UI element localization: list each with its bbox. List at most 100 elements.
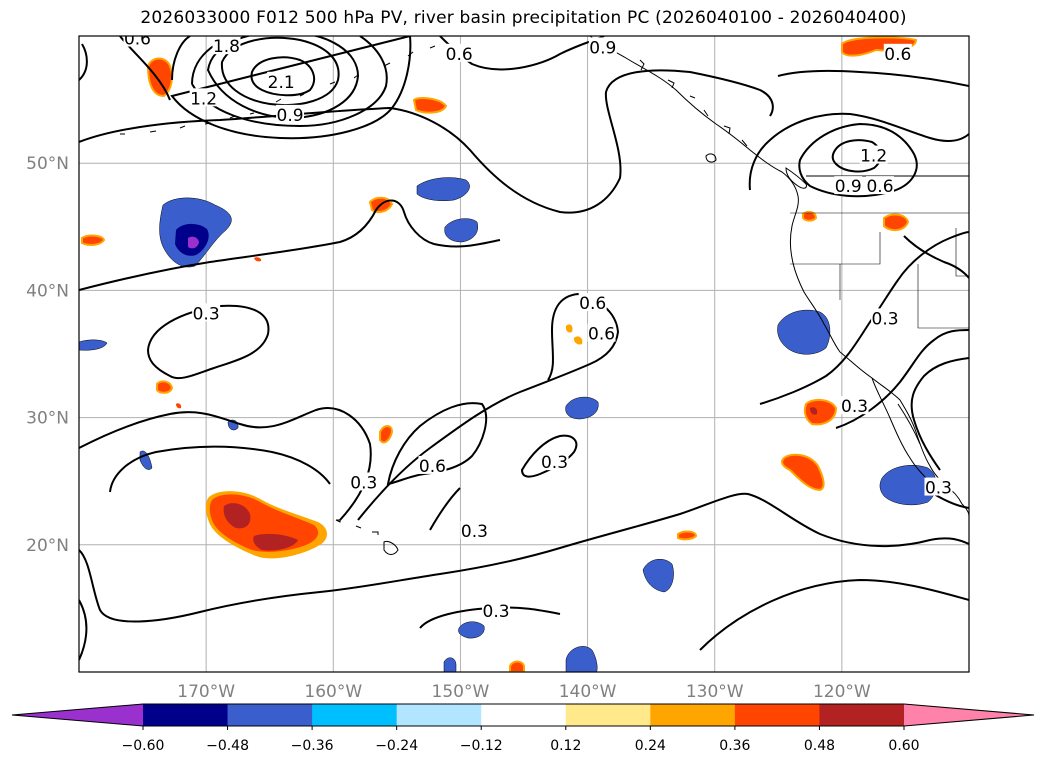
coastlines [120, 36, 969, 555]
contour-label-bg [212, 36, 241, 55]
contour-label: 0.6 [419, 457, 446, 477]
colorbar-tick-label: −0.60 [122, 738, 165, 754]
colorbar-segment [396, 704, 482, 726]
colorbar-tick-label: −0.12 [460, 738, 503, 754]
lon-tick-label: 140°W [559, 682, 617, 702]
contour-label: 1.2 [860, 147, 887, 167]
lat-tick-label: 50°N [26, 154, 69, 174]
colorbar-segment [312, 704, 398, 726]
precip-positive-blob [254, 257, 262, 262]
contour-label: 0.3 [350, 473, 377, 493]
pv-contour-0.3-south2 [79, 492, 969, 623]
pv-contour-0.3-west [79, 199, 501, 291]
colorbar-segment [227, 704, 313, 726]
map-frame [78, 35, 970, 673]
contour-label-bg [578, 293, 607, 312]
pv-contour-0.3-ne [777, 69, 969, 87]
contour-label-bg [460, 520, 489, 539]
contour-label: 0.3 [483, 602, 510, 622]
contour-label-bg [418, 455, 447, 474]
map-title: 2026033000 F012 500 hPa PV, river basin … [140, 8, 907, 28]
precip-positive-blob [412, 97, 448, 114]
precip-negative-blob [458, 621, 485, 639]
contour-label-bg [123, 36, 152, 47]
contour-label: 0.3 [841, 397, 868, 417]
contour-label-bg [866, 176, 894, 195]
colorbar-tick-label: −0.24 [375, 738, 418, 754]
map-axes: 170°W 160°W 150°W 140°W 130°W 120°W 50°N 40°N 30… [26, 154, 871, 702]
contour-label: 0.9 [589, 38, 616, 58]
colorbar-extend-high [904, 704, 1034, 726]
alaska-islands [639, 59, 748, 147]
contour-label-bg [924, 477, 953, 496]
precip-positive-core [253, 533, 298, 551]
precip-positive-blob [565, 324, 573, 333]
contour-label: 0.6 [446, 45, 473, 65]
lon-tick-label: 170°W [177, 682, 235, 702]
precip-negative-blob [642, 558, 674, 593]
colorbar-tick-label: −0.48 [206, 738, 249, 754]
contour-label: 0.3 [193, 304, 220, 324]
contour-label: 0.3 [541, 453, 568, 473]
contour-label: 1.8 [213, 37, 240, 57]
contour-label: 0.9 [835, 177, 862, 197]
pv-contour-0.3-center [357, 292, 620, 521]
lon-tick-label: 120°W [813, 682, 871, 702]
precip-negative-blob [443, 657, 457, 672]
colorbar-tick-label: 0.48 [804, 738, 835, 754]
precip-negative-peak [188, 236, 199, 249]
colorbar-segment [650, 704, 736, 726]
contour-label-bg [482, 600, 511, 619]
north-america-coast [589, 36, 969, 517]
colorbar-segment [734, 704, 820, 726]
precip-positive-blob [509, 660, 525, 672]
lat-tick-label: 20°N [26, 536, 69, 556]
precip-positive-blob [81, 234, 106, 246]
pv-contour-0.3-east [759, 231, 969, 405]
contour-label: 2.1 [268, 73, 295, 93]
precip-positive-blob [156, 380, 174, 394]
precip-negative-blob [565, 396, 599, 420]
lat-tick-label: 30°N [26, 409, 69, 429]
pv-contour-1.8 [220, 36, 340, 106]
contour-labels: 0.6 1.82.11.20.90.6 0.9 0.61.20.9 0.60.30.60… [123, 36, 953, 622]
contour-label-bg [859, 145, 888, 164]
colorbar-segment [143, 704, 229, 726]
contour-label-bg [588, 37, 617, 56]
colorbar-extend-low [12, 704, 143, 726]
state-line [790, 212, 969, 329]
contour-label-bg [189, 88, 218, 107]
lon-tick-label: 150°W [432, 682, 490, 702]
baja-california [871, 377, 933, 485]
contour-label: 0.6 [579, 294, 606, 314]
pv-contour-0.9-east [798, 122, 918, 198]
precip-positive-blob [379, 425, 394, 444]
contour-label-bg [840, 396, 869, 415]
contour-label-bg [587, 323, 616, 342]
contour-label-bg [192, 303, 221, 322]
lon-tick-label: 160°W [304, 682, 362, 702]
precip-shading [79, 36, 937, 672]
colorbar: −0.60 −0.48 −0.36 −0.24 −0.12 0.12 0.24 0.36 0.4… [11, 703, 1035, 754]
gridlines [79, 36, 969, 672]
precip-negative-blob [444, 218, 478, 243]
contour-label-bg [267, 71, 296, 90]
lat-tick-label: 40°N [26, 281, 69, 301]
vancouver-island [785, 167, 807, 189]
precip-positive-blob [573, 336, 583, 345]
colorbar-tick-label: 0.24 [635, 738, 666, 754]
contour-label: 0.9 [277, 106, 304, 126]
precip-positive-blob [802, 210, 818, 222]
map-background [79, 36, 969, 672]
contour-label: 1.2 [190, 89, 217, 109]
colorbar-tick-label: 0.60 [888, 738, 919, 754]
contour-label: 0.6 [588, 325, 615, 345]
pv-contour-0.3-south [79, 407, 372, 521]
precip-positive-core [223, 503, 251, 529]
pv-contour-1.2-east [831, 139, 882, 173]
pv-contour-2.1 [250, 56, 316, 97]
colorbar-tick-label: 0.36 [719, 738, 750, 754]
precip-positive-blob [803, 398, 838, 426]
precip-negative-blob [79, 339, 108, 351]
